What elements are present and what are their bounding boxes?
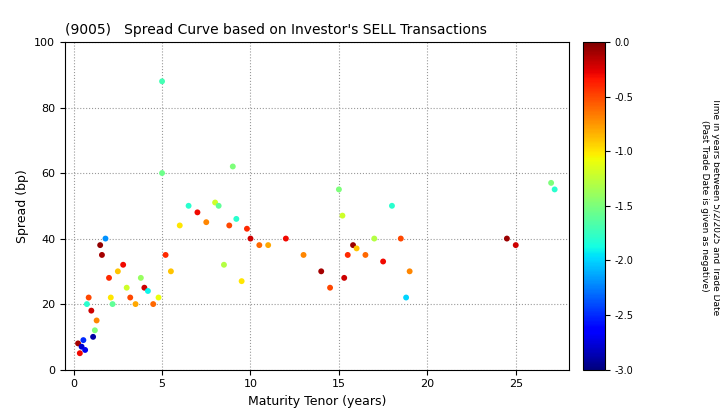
Point	[324, 284, 336, 291]
Point	[298, 252, 310, 258]
Point	[369, 235, 380, 242]
Point	[156, 170, 168, 176]
Point	[81, 301, 93, 307]
Point	[227, 163, 238, 170]
Point	[105, 294, 117, 301]
Y-axis label: Spread (bp): Spread (bp)	[16, 169, 29, 243]
Text: (9005)   Spread Curve based on Investor's SELL Transactions: (9005) Spread Curve based on Investor's …	[65, 23, 487, 37]
Point	[79, 346, 91, 353]
Point	[230, 215, 242, 222]
Point	[342, 252, 354, 258]
Point	[245, 235, 256, 242]
Point	[87, 333, 99, 340]
Point	[74, 350, 86, 357]
X-axis label: Maturity Tenor (years): Maturity Tenor (years)	[248, 395, 386, 408]
Point	[142, 288, 153, 294]
Point	[351, 245, 362, 252]
Point	[360, 252, 372, 258]
Point	[83, 294, 94, 301]
Point	[377, 258, 389, 265]
Point	[315, 268, 327, 275]
Point	[86, 307, 97, 314]
Point	[192, 209, 203, 216]
Point	[338, 275, 350, 281]
Point	[404, 268, 415, 275]
Point	[160, 252, 171, 258]
Point	[510, 242, 521, 249]
Point	[156, 78, 168, 85]
Point	[107, 301, 118, 307]
Point	[99, 235, 111, 242]
Point	[153, 294, 164, 301]
Point	[545, 179, 557, 186]
Point	[112, 268, 124, 275]
Point	[241, 226, 253, 232]
Point	[135, 275, 147, 281]
Point	[280, 235, 292, 242]
Point	[200, 219, 212, 226]
Point	[337, 212, 348, 219]
Y-axis label: Time in years between 5/2/2025 and Trade Date
(Past Trade Date is given as negat: Time in years between 5/2/2025 and Trade…	[701, 97, 719, 315]
Point	[400, 294, 412, 301]
Point	[213, 202, 225, 209]
Point	[501, 235, 513, 242]
Point	[76, 343, 87, 350]
Point	[89, 327, 101, 333]
Point	[395, 235, 407, 242]
Point	[262, 242, 274, 249]
Point	[121, 284, 132, 291]
Point	[130, 301, 141, 307]
Point	[333, 186, 345, 193]
Point	[103, 275, 114, 281]
Point	[253, 242, 265, 249]
Point	[125, 294, 136, 301]
Point	[78, 337, 89, 344]
Point	[183, 202, 194, 209]
Point	[218, 261, 230, 268]
Point	[223, 222, 235, 229]
Point	[236, 278, 248, 284]
Point	[139, 284, 150, 291]
Point	[210, 199, 221, 206]
Point	[117, 261, 129, 268]
Point	[386, 202, 397, 209]
Point	[94, 242, 106, 249]
Point	[549, 186, 560, 193]
Point	[148, 301, 159, 307]
Point	[91, 317, 102, 324]
Point	[72, 340, 84, 347]
Point	[347, 242, 359, 249]
Point	[165, 268, 176, 275]
Point	[96, 252, 108, 258]
Point	[174, 222, 186, 229]
